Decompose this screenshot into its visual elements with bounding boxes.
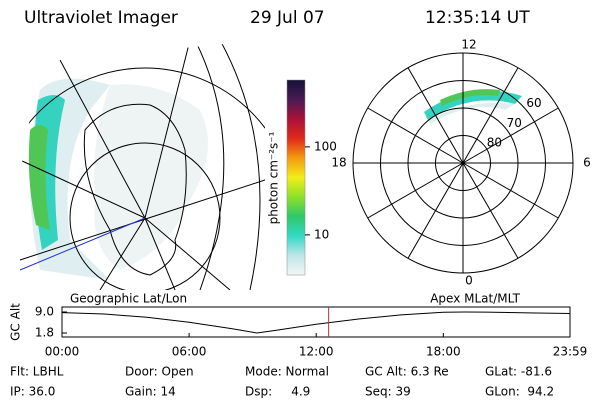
colorbar-tick-label: 10: [314, 227, 329, 241]
mlat-circle: [407, 107, 519, 219]
footer: Flt: LBHL Door: Open Mode: Normal GC Alt: 6…: [10, 365, 554, 399]
left-title: Geographic Lat/Lon: [70, 292, 187, 306]
mlt-label: 18: [331, 156, 346, 170]
status-field: Seq: 39: [365, 385, 411, 399]
status-field: GLon: 94.2: [485, 385, 554, 399]
right-title: Apex MLat/MLT: [430, 292, 520, 306]
mlat-label: 70: [507, 116, 522, 130]
status-field: GC Alt: 6.3 Re: [365, 365, 449, 379]
status-field: Door: Open: [125, 365, 194, 379]
mlat-label: 60: [526, 96, 541, 110]
mlat-label: 80: [487, 136, 502, 150]
date: 29 Jul 07: [250, 8, 325, 28]
mlt-label: 6: [583, 156, 591, 170]
altitude-plot: 9.0 1.8 00:00 06:00 12:00 18:00 23:59: [35, 305, 587, 359]
y-tick-label: 9.0: [35, 305, 54, 319]
mlat-circle: [435, 135, 491, 191]
status-field: Dsp: 4.9: [245, 385, 310, 399]
mlt-label: 0: [465, 274, 473, 288]
x-tick-label: 06:00: [172, 345, 207, 359]
status-field: GLat: -81.6: [485, 365, 552, 379]
colorbar: 10 100: [286, 79, 337, 276]
plot-frame: [61, 306, 571, 338]
status-field: Mode: Normal: [245, 365, 329, 379]
mlat-circle: [380, 80, 546, 246]
x-tick-label: 18:00: [426, 345, 461, 359]
status-field: IP: 36.0: [10, 385, 55, 399]
status-field: Flt: LBHL: [10, 365, 64, 379]
mlt-label: 12: [461, 38, 476, 52]
status-field: Gain: 14: [125, 385, 176, 399]
title: Ultraviolet Imager: [24, 8, 178, 28]
colorbar-scale: [286, 79, 306, 276]
altitude-line: [61, 311, 571, 334]
colorbar-label: photon cm⁻²s⁻¹: [267, 131, 281, 224]
colorbar-tick-label: 100: [314, 139, 337, 153]
x-tick-label: 23:59: [553, 345, 588, 359]
x-tick-label: 00:00: [45, 345, 80, 359]
y-label: GC Alt: [9, 303, 23, 341]
time: 12:35:14 UT: [425, 8, 530, 28]
globe-image: [18, 40, 265, 290]
y-tick-label: 1.8: [35, 326, 54, 340]
x-tick-label: 12:00: [299, 345, 334, 359]
